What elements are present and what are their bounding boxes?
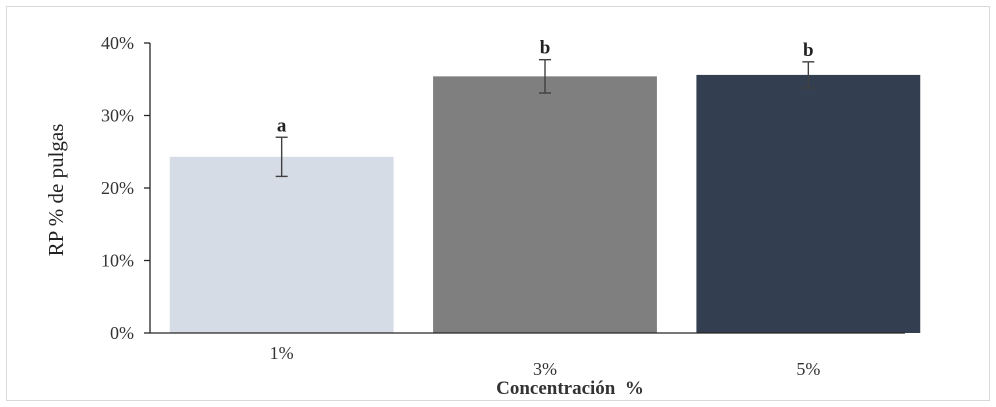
x-tick-label: 5%: [796, 359, 820, 379]
y-axis-title: RP % de pulgas: [44, 124, 68, 257]
significance-labels: a b b: [277, 38, 814, 137]
x-tick-label: 3%: [533, 359, 557, 379]
y-tick-label: 30%: [101, 106, 134, 126]
significance-label: a: [277, 115, 287, 136]
x-axis-title: Concentración %: [496, 378, 644, 399]
x-tick-label: 1%: [270, 343, 294, 363]
significance-label: b: [540, 38, 551, 59]
y-tick-label: 0%: [110, 323, 134, 343]
bar-1pct: [169, 156, 394, 333]
significance-label: b: [803, 40, 814, 61]
bar-3pct: [433, 76, 657, 333]
chart-frame: [6, 6, 990, 401]
y-tick-label: 10%: [101, 251, 134, 271]
bar-5pct: [696, 74, 921, 334]
y-axis: 0% 10% 20% 30% 40%: [101, 33, 151, 343]
bars: [169, 74, 921, 334]
y-tick-label: 40%: [101, 33, 134, 53]
x-axis: 1% 3% 5%: [150, 332, 905, 379]
error-bars: [275, 58, 815, 178]
y-tick-label: 20%: [101, 178, 134, 198]
